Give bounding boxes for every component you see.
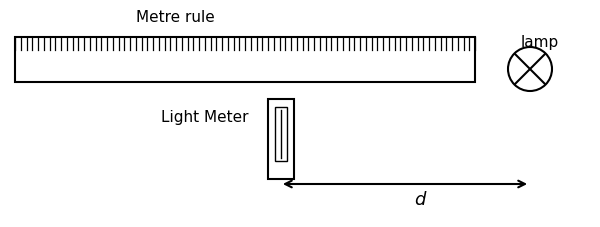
Bar <box>15 38 475 83</box>
Bar <box>275 108 287 161</box>
Text: lamp: lamp <box>521 34 559 49</box>
Text: Metre rule: Metre rule <box>136 10 214 25</box>
Text: Light Meter: Light Meter <box>161 110 249 125</box>
Text: d: d <box>415 190 425 208</box>
Circle shape <box>508 48 552 92</box>
Bar <box>268 100 294 179</box>
